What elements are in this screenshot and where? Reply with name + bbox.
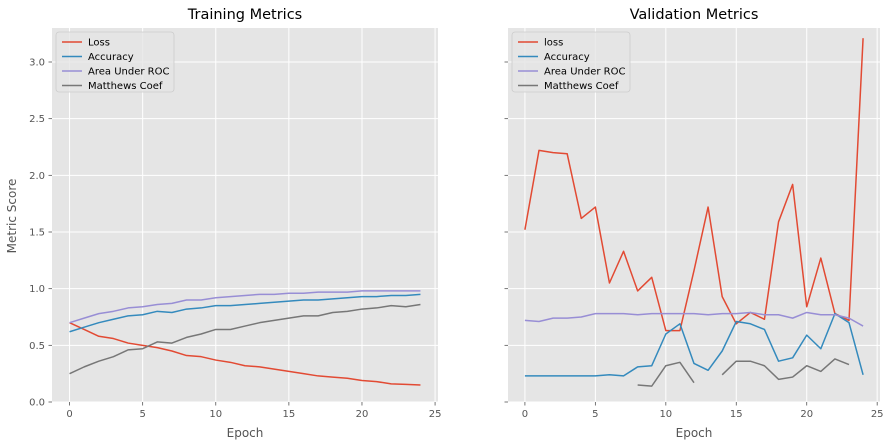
series-line <box>69 321 421 386</box>
x-tick-label: 25 <box>871 409 884 420</box>
series-matthews-coef <box>69 303 421 375</box>
legend-label: Matthews Coef <box>544 81 619 92</box>
x-axis-label: Epoch <box>676 426 713 440</box>
y-tick-label: 1.0 <box>29 284 45 295</box>
chart-panels: 0 5 10 15 20 25 0.0 0.5 1.0 1.5 2.0 2.5 3.0 Training … <box>29 7 883 440</box>
series-accuracy <box>524 312 864 377</box>
x-tick-label: 20 <box>800 409 813 420</box>
series-loss <box>524 38 864 332</box>
legend-label: Accuracy <box>88 52 134 63</box>
legend-box <box>55 31 175 93</box>
y-tick-label: 1.5 <box>29 228 45 239</box>
legend-label: Loss <box>88 38 110 49</box>
legend-label: Matthews Coef <box>88 81 163 92</box>
x-tick-label: 15 <box>730 409 743 420</box>
x-tick-label: 5 <box>139 409 145 420</box>
x-tick-label: 25 <box>429 409 442 420</box>
y-tick-label: 3.0 <box>29 58 45 69</box>
chart-title: Validation Metrics <box>630 7 759 23</box>
x-tick-label: 10 <box>659 409 672 420</box>
series-line <box>69 293 421 333</box>
legend-label: loss <box>544 38 563 49</box>
y-tick-label: 0.0 <box>29 398 45 409</box>
series-line <box>69 290 421 324</box>
x-tick-label: 5 <box>592 409 598 420</box>
series-matthews-coef <box>637 358 850 387</box>
legend-label: Area Under ROC <box>88 67 169 78</box>
series-line <box>524 311 864 327</box>
series-line <box>524 38 864 332</box>
legend: Loss Accuracy Area Under ROC Matthews Coef <box>55 31 175 93</box>
x-tick-label: 10 <box>209 409 222 420</box>
series-area-under-roc <box>69 290 421 324</box>
y-tick-label: 0.5 <box>29 341 45 352</box>
series-loss <box>69 321 421 386</box>
x-tick-label: 15 <box>282 409 295 420</box>
series-line <box>721 358 850 381</box>
chart-panel-2: 0 5 10 15 20 25 Validation Metrics Epoch loss Acc… <box>504 7 884 440</box>
series-line <box>524 312 864 377</box>
x-tick-label: 0 <box>522 409 528 420</box>
y-tick-label: 2.5 <box>29 114 45 125</box>
chart-title: Training Metrics <box>187 7 302 23</box>
chart-panel-1: 0 5 10 15 20 25 0.0 0.5 1.0 1.5 2.0 2.5 3.0 Training … <box>29 7 441 440</box>
legend-box <box>511 31 631 93</box>
x-tick-label: 0 <box>66 409 72 420</box>
x-axis-label: Epoch <box>227 426 264 440</box>
series-line <box>637 361 695 387</box>
series-accuracy <box>69 293 421 333</box>
figure-ylabel: Metric Score <box>5 179 19 254</box>
y-tick-label: 2.0 <box>29 171 45 182</box>
legend-label: Area Under ROC <box>544 67 625 78</box>
series-area-under-roc <box>524 311 864 327</box>
series-line <box>69 303 421 375</box>
legend-label: Accuracy <box>544 52 590 63</box>
x-tick-label: 20 <box>356 409 369 420</box>
legend: loss Accuracy Area Under ROC Matthews Coef <box>511 31 631 93</box>
